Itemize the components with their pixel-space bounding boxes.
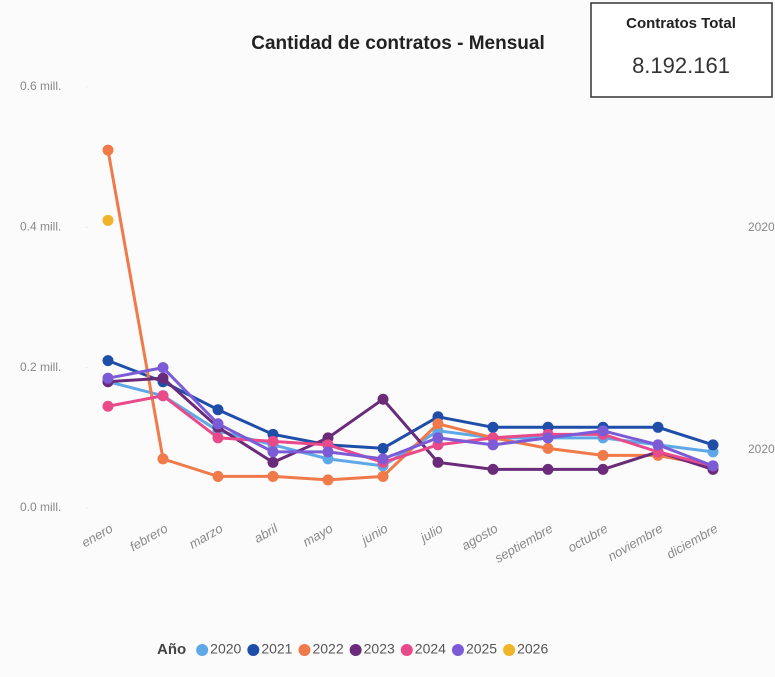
data-point [542,463,554,475]
legend-title: Año [157,641,186,658]
card-value: 8.192.161 [632,53,730,78]
data-point [377,393,389,405]
data-point [542,432,554,444]
legend-swatch [451,644,464,656]
legend-label: 2022 [312,641,343,657]
data-point [432,432,444,444]
data-point [652,439,664,451]
series-line [106,149,714,482]
card-label: Contratos Total [626,15,736,32]
data-point [652,421,664,433]
y-tick-label: 0.2 mill. [20,360,61,374]
legend-swatch [503,644,516,656]
card [590,2,773,98]
data-point [322,474,334,486]
legend-swatch [247,644,260,656]
legend-label: 2025 [466,641,497,657]
data-point [377,470,389,482]
series-line [107,394,714,468]
annotation: 2020 [748,442,775,456]
data-point [377,442,389,454]
annotation: 2020 [748,220,775,234]
data-point [542,442,554,454]
data-point [212,470,224,482]
y-tick-label: 0.0 mill. [20,500,61,514]
y-tick-label: 0.6 mill. [20,79,61,93]
data-point [157,453,169,465]
data-point [102,214,114,226]
data-point [212,432,224,444]
legend-label: 2026 [517,641,548,657]
legend-label: 2021 [261,641,292,657]
data-point [487,463,499,475]
data-point [267,446,279,458]
data-point [102,372,114,384]
y-tick-label: 0.4 mill. [20,220,61,234]
data-point [377,453,389,465]
legend-swatch [400,644,413,656]
data-point [267,435,279,447]
legend-label: 2020 [210,641,241,657]
data-point [322,446,334,458]
data-point [487,421,499,433]
data-point [212,418,224,430]
data-point [707,460,719,472]
data-point [212,404,224,416]
data-point [597,449,609,461]
data-point [267,470,279,482]
legend-swatch [349,644,362,656]
data-point [157,390,169,402]
data-point [432,456,444,468]
legend-swatch [298,644,311,656]
data-point [487,439,499,451]
data-point [597,463,609,475]
data-point [157,362,169,374]
series-line [107,376,714,471]
legend-swatch [196,644,209,656]
chart-title: Cantidad de contratos - Mensual [251,33,544,54]
legend-label: 2023 [364,641,395,657]
data-point [707,439,719,451]
data-point [157,372,169,384]
data-point [102,400,114,412]
data-point [267,456,279,468]
data-point [597,425,609,437]
series-line [107,366,714,468]
data-point [102,144,114,156]
legend-label: 2024 [415,641,446,657]
data-point [102,355,114,367]
data-point [432,418,444,430]
